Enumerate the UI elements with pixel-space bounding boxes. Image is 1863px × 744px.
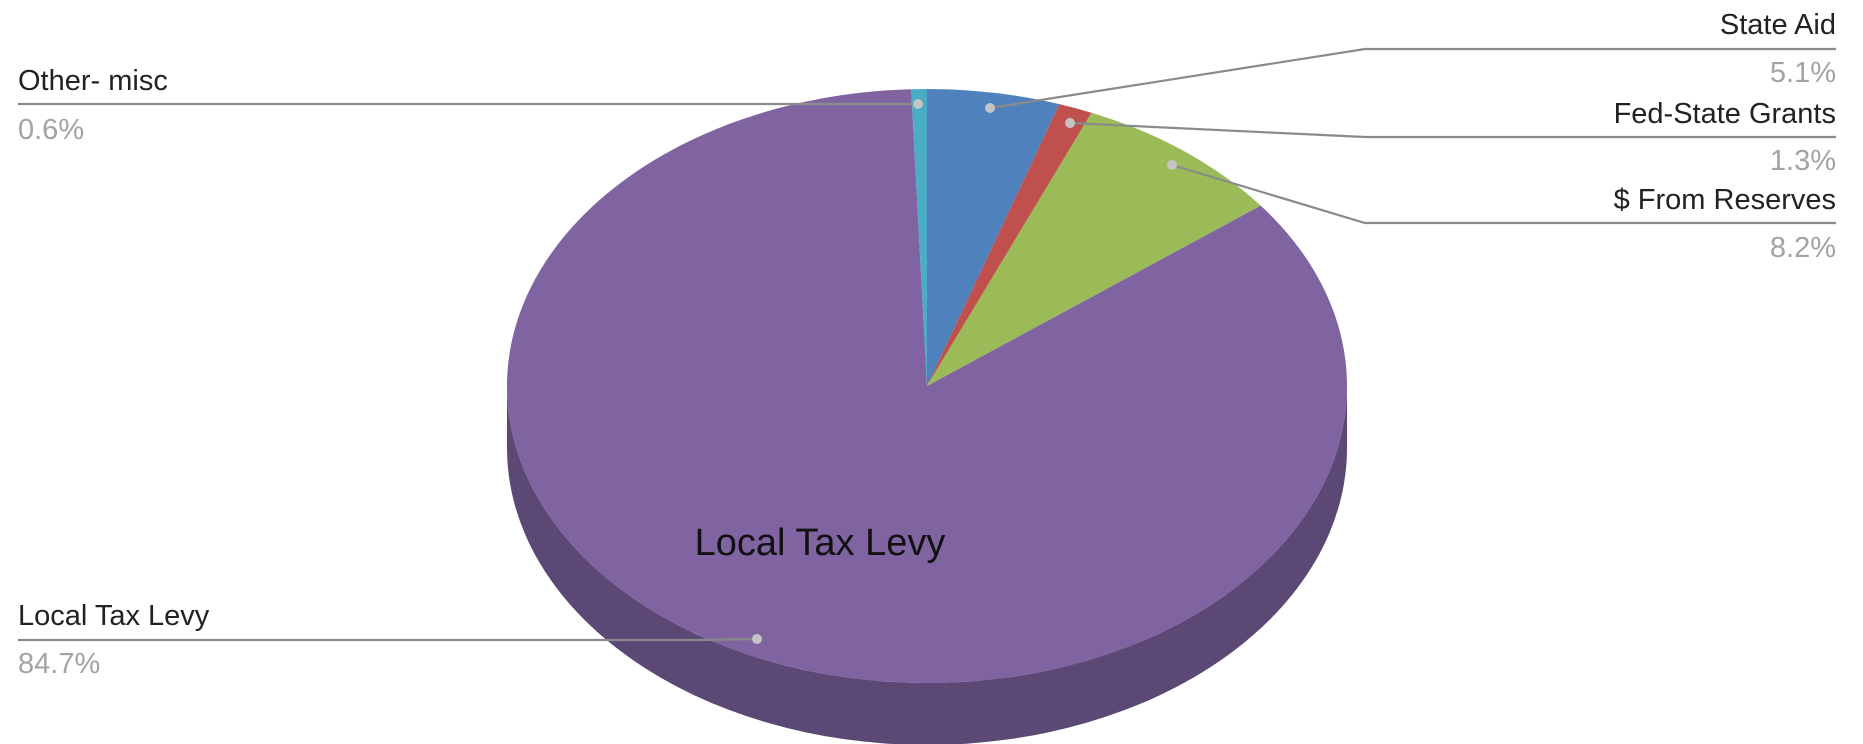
callout-line-local-tax-levy bbox=[18, 637, 758, 642]
slice-label-other-misc: Other- misc bbox=[18, 65, 168, 97]
pie-slice-state-aid bbox=[927, 89, 1060, 386]
callout-line-fed-state-grants bbox=[1069, 121, 1836, 139]
callout-line-state-aid bbox=[989, 47, 1836, 110]
inner-slice-label: Local Tax Levy bbox=[695, 522, 946, 564]
callout-layer: State Aid 5.1% Fed-State Grants 1.3% $ From … bbox=[18, 9, 1836, 680]
pie-side-local-tax-levy bbox=[507, 386, 1347, 744]
callout-line-from-reserves bbox=[1171, 163, 1836, 225]
callout-dot-local-tax-levy bbox=[752, 634, 762, 644]
pie-slice-local-tax-levy bbox=[507, 89, 1348, 684]
slice-percent-local-tax-levy: 84.7% bbox=[18, 648, 100, 680]
callout-dot-state-aid bbox=[985, 103, 995, 113]
pie-top-layer bbox=[507, 89, 1348, 684]
slice-percent-other-misc: 0.6% bbox=[18, 114, 84, 146]
slice-label-local-tax-levy: Local Tax Levy bbox=[18, 600, 210, 632]
slice-percent-fed-state-grants: 1.3% bbox=[1770, 145, 1836, 177]
pie-slice-other-misc bbox=[911, 89, 927, 386]
callout-dot-fed-state-grants bbox=[1065, 118, 1075, 128]
callout-dot-other-misc bbox=[913, 99, 923, 109]
callout-dot-from-reserves bbox=[1167, 160, 1177, 170]
pie-side-layer bbox=[507, 386, 1347, 744]
slice-label-fed-state-grants: Fed-State Grants bbox=[1614, 98, 1836, 130]
slice-label-from-reserves: $ From Reserves bbox=[1614, 184, 1836, 216]
slice-label-state-aid: State Aid bbox=[1720, 9, 1836, 41]
slice-percent-from-reserves: 8.2% bbox=[1770, 232, 1836, 264]
pie-slice-from-reserves bbox=[927, 112, 1261, 387]
pie-slice-fed-state-grants bbox=[927, 104, 1092, 386]
slice-percent-state-aid: 5.1% bbox=[1770, 57, 1836, 89]
